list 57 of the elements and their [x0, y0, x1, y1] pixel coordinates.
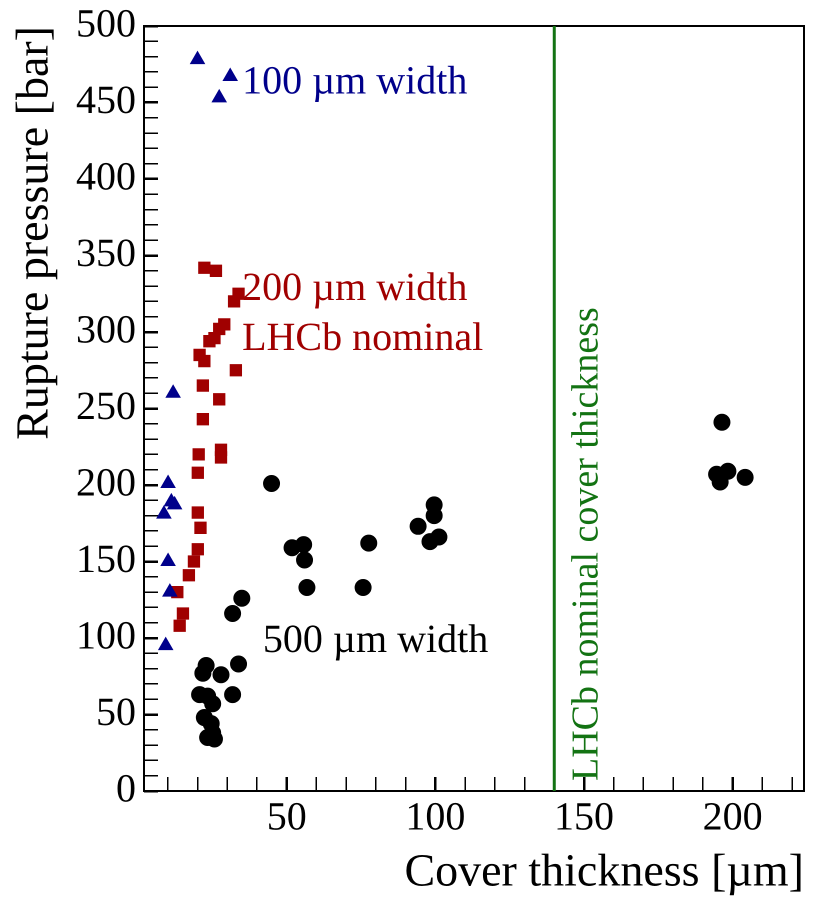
y-tick-label: 250: [76, 383, 136, 428]
y-tick-label: 100: [76, 612, 136, 658]
x-tick-label: 100: [405, 794, 466, 838]
point: [196, 413, 210, 426]
point: [214, 451, 228, 464]
point: [210, 264, 222, 277]
point: [230, 656, 248, 673]
point: [430, 528, 448, 546]
y-tick-label: 0: [116, 766, 136, 810]
point: [198, 354, 211, 368]
point: [298, 579, 316, 596]
point: [194, 664, 212, 682]
point: [213, 393, 226, 406]
series-label: 100 µm width: [242, 58, 468, 103]
point: [192, 466, 204, 479]
point: [212, 666, 230, 684]
y-tick-label: 300: [76, 306, 136, 352]
y-tick-label: 50: [96, 689, 136, 734]
point: [196, 379, 210, 392]
point: [296, 551, 314, 568]
y-tick-label: 400: [76, 154, 136, 198]
point: [263, 474, 280, 492]
point: [360, 534, 378, 552]
point: [736, 468, 754, 486]
point: [295, 536, 312, 554]
series-label: 200 µm width LHCb nominal: [242, 264, 484, 360]
point: [713, 414, 730, 431]
y-tick-label: 200: [76, 460, 136, 504]
x-axis-title: Cover thickness [µm]: [404, 844, 804, 896]
x-tick-label: 200: [702, 794, 763, 838]
point: [204, 695, 222, 712]
point: [228, 295, 240, 308]
point: [224, 605, 242, 622]
ref-line-label: LHCb nominal cover thickness: [564, 307, 606, 781]
y-tick-label: 350: [76, 230, 136, 275]
point: [198, 262, 211, 274]
point: [174, 620, 186, 632]
point: [410, 518, 427, 535]
point: [182, 569, 196, 582]
x-tick-label: 50: [266, 794, 307, 838]
point: [224, 686, 242, 704]
point: [194, 522, 207, 534]
x-tick-label: 150: [554, 794, 614, 838]
point: [192, 506, 204, 519]
y-axis-title: Rupture pressure [bar]: [6, 26, 58, 440]
point: [192, 543, 204, 556]
series-label: 500 µm width: [262, 616, 488, 661]
y-tick-label: 500: [76, 0, 136, 46]
point: [176, 607, 190, 620]
point: [233, 590, 250, 607]
point: [230, 364, 242, 376]
point: [192, 448, 205, 461]
y-tick-label: 150: [76, 536, 136, 581]
point: [188, 555, 200, 568]
point: [354, 579, 372, 596]
y-tick-label: 450: [76, 77, 136, 122]
point: [203, 335, 216, 348]
